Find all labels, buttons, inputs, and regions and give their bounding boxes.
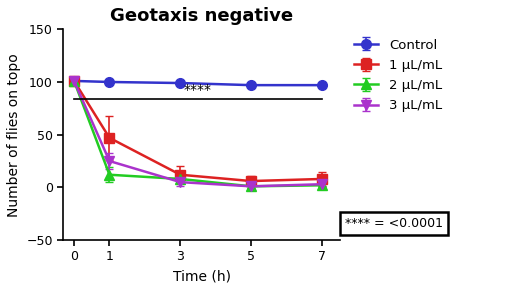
Text: ****: **** [184,83,212,97]
Legend: Control, 1 μL/mL, 2 μL/mL, 3 μL/mL: Control, 1 μL/mL, 2 μL/mL, 3 μL/mL [352,36,445,115]
Y-axis label: Number of flies on topo: Number of flies on topo [7,53,21,217]
Title: Geotaxis negative: Geotaxis negative [110,7,293,25]
Text: **** = <0.0001: **** = <0.0001 [345,217,443,230]
X-axis label: Time (h): Time (h) [172,269,231,283]
